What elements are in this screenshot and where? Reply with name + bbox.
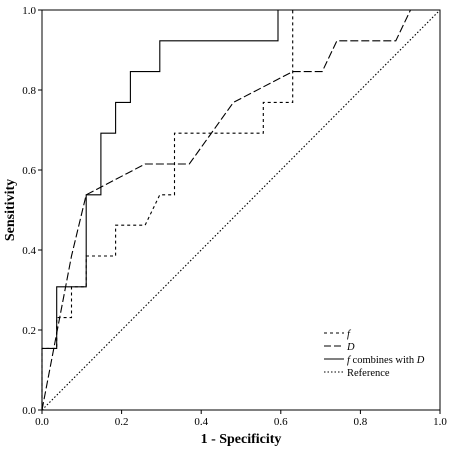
y-tick-label: 1.0 [22,5,36,17]
legend: f D f combines with D Reference [324,329,425,379]
series-reference-line [41,9,441,411]
y-tick-label: 0.0 [22,405,36,417]
legend-label-reference: Reference [347,368,390,379]
y-tick-label: 0.6 [22,165,36,177]
series-f-line [41,9,440,410]
x-tick-label: 0.6 [274,416,288,428]
x-tick-label: 0.4 [194,416,208,428]
x-tick-label: 0.8 [354,416,368,428]
plot-frame [41,9,441,411]
y-tick-label: 0.2 [22,325,36,337]
x-tick-label: 0.0 [35,416,49,428]
x-tick-label: 0.2 [115,416,129,428]
x-axis-title: 1 - Specificity [201,432,282,447]
legend-label-combined: f combines with D [347,355,425,366]
legend-label-f: f [347,329,352,340]
y-tick-label: 0.4 [22,245,36,257]
series-d-line [41,9,440,411]
y-tick-label: 0.8 [22,85,36,97]
series-combined-line [41,9,440,410]
y-axis-title: Sensitivity [3,179,18,241]
legend-label-d: D [346,342,355,353]
series-group [41,9,441,411]
x-tick-label: 1.0 [433,416,447,428]
ticks: 0.0 0.2 0.4 0.6 0.8 1.0 0.0 0.2 0.4 0.6 0.8 1.0 [22,5,447,428]
